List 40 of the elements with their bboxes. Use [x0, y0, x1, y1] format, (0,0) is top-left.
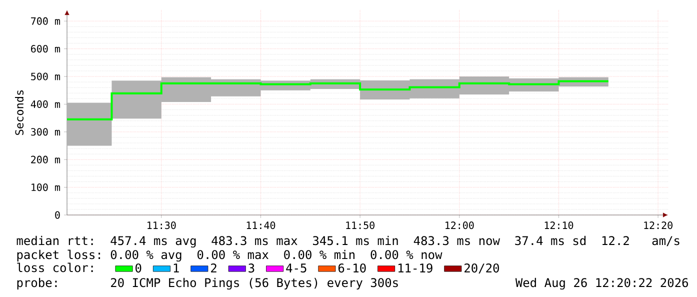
text: 345.1 ms min — [313, 236, 398, 246]
legend-label: 1 — [174, 264, 179, 272]
text: 20 ICMP Echo Pings (56 Bytes) every 300s — [111, 278, 398, 290]
text: 0.00 % now — [370, 250, 442, 260]
x-tick-label: 12:00 — [446, 222, 474, 230]
x-tick-label: 12:10 — [544, 222, 574, 230]
y-tick-label: 600 m — [31, 44, 60, 53]
y-tick-label: 300 m — [31, 128, 60, 136]
text: packet loss: — [17, 250, 100, 262]
text: median rtt: — [16, 236, 93, 246]
x-tick-label: 11:30 — [148, 222, 176, 230]
text: 0.00 % avg — [110, 250, 182, 262]
x-tick-label: 11:50 — [346, 222, 374, 230]
text: Wed Aug 26 12:20:22 2026 — [515, 278, 688, 290]
text: 0.00 % max — [197, 250, 268, 260]
x-tick-label: 12:20 — [644, 222, 672, 230]
y-tick-label: 700 m — [31, 17, 60, 25]
text: 0.00 % min — [284, 250, 354, 260]
legend-label: 3 — [248, 263, 254, 273]
legend-label: 2 — [211, 263, 216, 272]
x-tick-label: 11:40 — [246, 222, 276, 230]
text: 37.4 ms sd — [515, 236, 586, 246]
text: 457.4 ms avg — [110, 236, 196, 248]
legend-label: 6-10 — [338, 263, 366, 273]
y-tick-label: 0 — [55, 211, 60, 219]
text: probe: — [17, 278, 57, 290]
text: am/s — [652, 236, 680, 246]
text: 483.3 ms max — [212, 236, 298, 246]
y-tick-label: 400 m — [30, 100, 60, 108]
legend-label: 4-5 — [286, 264, 306, 272]
text: 483.3 ms now — [414, 236, 500, 246]
y-tick-label: 100 m — [32, 183, 60, 192]
legend-title: loss color: — [17, 262, 93, 272]
y-tick-label: 500 m — [31, 72, 60, 80]
y-tick-label: 200 m — [31, 156, 60, 164]
legend-label: 0 — [136, 263, 142, 273]
y-axis-title: Seconds — [15, 90, 24, 135]
legend-label: 20/20 — [464, 263, 499, 274]
text: 12.2 — [602, 236, 629, 245]
legend-label: 11-19 — [398, 263, 432, 273]
